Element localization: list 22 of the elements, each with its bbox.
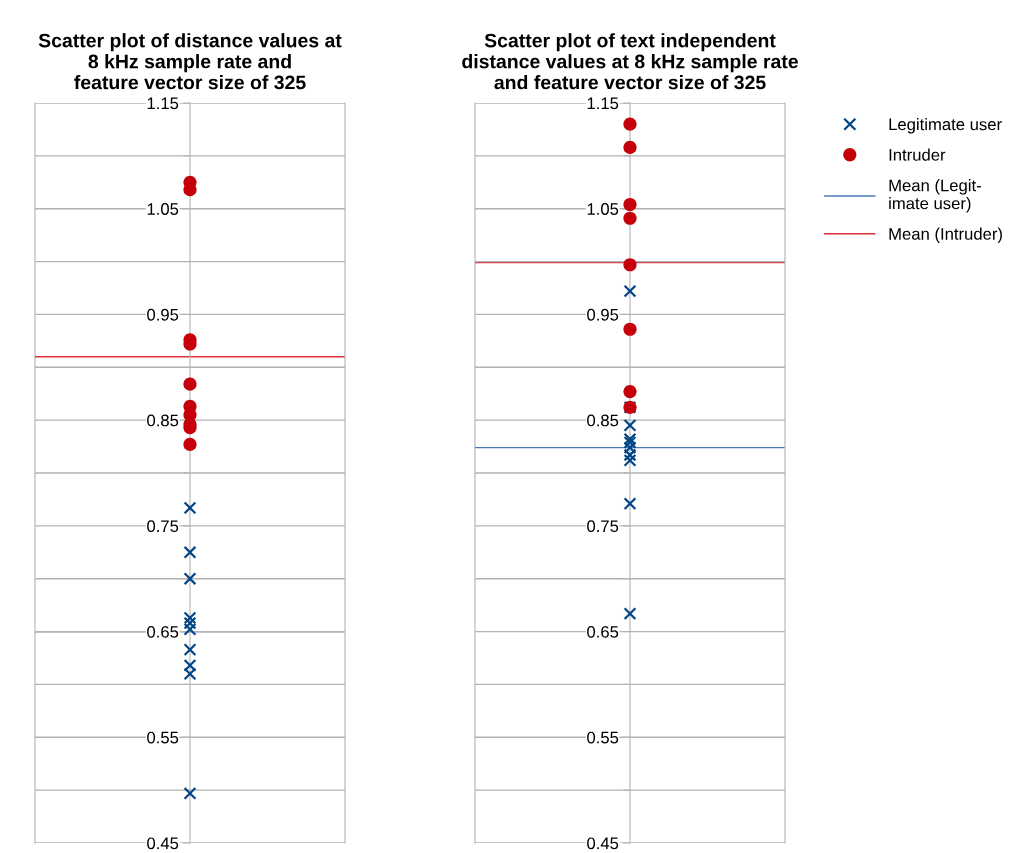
y-tick-label: 0.55	[587, 731, 619, 744]
y-tick-label: 1.05	[587, 203, 619, 215]
y-tick-label: 0.45	[147, 837, 179, 850]
legend-label: Mean (Intruder)	[889, 227, 1002, 244]
y-tick-label: 0.85	[587, 414, 619, 427]
y-tick-label: 1.15	[587, 97, 619, 110]
y-tick-label: 1.05	[147, 203, 179, 215]
y-tick-label: 0.75	[587, 520, 619, 533]
y-tick-label: 0.95	[147, 308, 179, 321]
y-tick-label: 0.65	[587, 625, 619, 638]
y-tick-label: 1.15	[147, 97, 179, 110]
y-tick-label: 0.75	[147, 520, 179, 533]
chart-title: Scatter plot of distance values at 8 kHz sample rate and feature vector size of 325	[38, 33, 342, 90]
legend-label: Intruder	[889, 148, 946, 161]
legend-label: Legitimate user	[889, 118, 1002, 134]
legend-label: Mean (Legit- imate user)	[889, 179, 981, 213]
y-tick-label: 0.55	[147, 731, 179, 744]
y-tick-label: 0.95	[587, 308, 619, 321]
y-tick-label: 0.45	[587, 837, 619, 850]
y-tick-label: 0.65	[147, 625, 179, 638]
y-tick-label: 0.85	[147, 414, 179, 427]
chart-title: Scatter plot of text independent distance values at 8 kHz sample rate and feature vector size of 325	[462, 33, 798, 90]
